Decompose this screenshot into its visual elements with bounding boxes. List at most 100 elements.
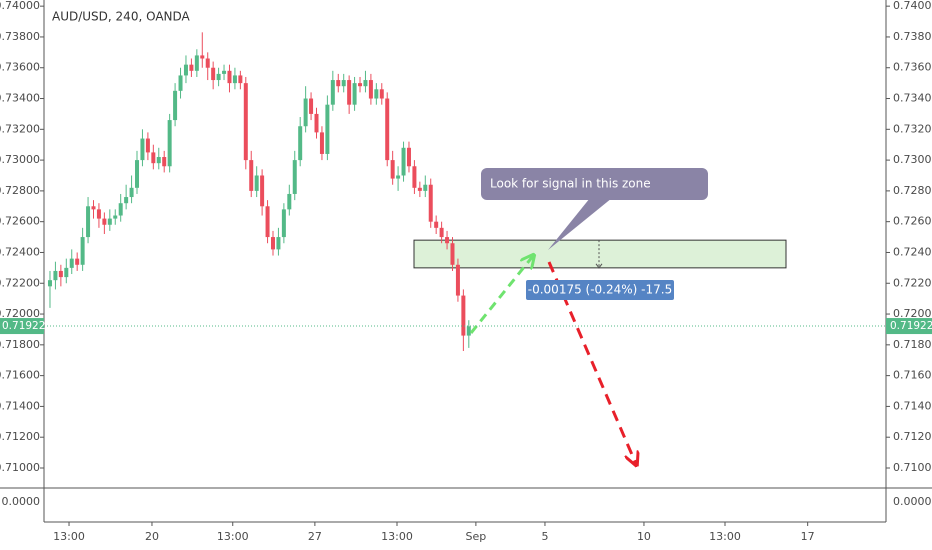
candle-body — [461, 295, 466, 336]
y-tick-label: 0.73200 — [0, 122, 40, 135]
candle-body — [330, 80, 335, 105]
candle-body — [113, 215, 118, 219]
y-tick-label: 0.71000 — [893, 461, 932, 474]
candle-body — [439, 227, 444, 238]
last-price-box — [886, 318, 932, 335]
y-tick-label: 0.71600 — [893, 369, 932, 382]
x-tick-label: 13:00 — [217, 530, 249, 543]
y-tick-label: 0.71200 — [0, 430, 40, 443]
candle-body — [374, 89, 379, 99]
candle-body — [396, 175, 401, 179]
y-tick-label: 0.72000 — [0, 307, 40, 320]
y-tick-label: 0.72200 — [0, 276, 40, 289]
signal-zone — [413, 239, 787, 269]
candle-body — [156, 157, 161, 164]
x-tick-label: 13:00 — [53, 530, 85, 543]
candle-body — [249, 160, 254, 191]
candle-body — [227, 70, 232, 84]
candle-body — [287, 193, 292, 210]
candle-body — [173, 90, 178, 121]
candle-body — [47, 280, 52, 287]
candle-body — [194, 55, 199, 71]
y-tick-label: 0.71800 — [893, 338, 932, 351]
candle-body — [347, 80, 352, 105]
candle-body — [167, 120, 172, 167]
candle-body — [336, 80, 341, 87]
candle-body — [238, 75, 243, 84]
candle-body — [232, 75, 237, 84]
candle-body — [325, 104, 330, 154]
callout-box — [481, 168, 708, 200]
candle-body — [53, 270, 58, 281]
candle-body — [189, 64, 194, 71]
y-tick-label: 0.72800 — [893, 184, 932, 197]
candle-body — [303, 98, 308, 127]
candle-body — [254, 175, 259, 191]
candle-body — [75, 258, 80, 265]
x-tick-label: 5 — [541, 530, 548, 543]
candle-body — [211, 67, 216, 81]
candle-body — [86, 206, 91, 238]
candle-body — [222, 70, 227, 74]
candle-body — [80, 237, 85, 265]
x-tick-label: 13:00 — [709, 530, 741, 543]
candles — [47, 32, 471, 351]
candle-body — [292, 160, 297, 194]
y-tick-label: 0.73400 — [893, 92, 932, 105]
y-tick-label: 0.72400 — [893, 245, 932, 258]
candle-body — [270, 237, 275, 250]
candle-body — [69, 258, 74, 268]
x-tick-label: 10 — [637, 530, 651, 543]
green-arrow — [469, 256, 533, 334]
candle-body — [102, 218, 107, 225]
candle-body — [145, 138, 150, 153]
y-tick-label: 0.73600 — [893, 61, 932, 74]
y-tick-label: 0.72000 — [893, 307, 932, 320]
candle-body — [450, 243, 455, 265]
callout-text: Look for signal in this zone — [490, 177, 651, 191]
y-tick-label: 0.71400 — [893, 399, 932, 412]
y-tick-label: 0.73400 — [0, 92, 40, 105]
candle-body — [319, 132, 324, 154]
y-tick-label: 0.73000 — [893, 153, 932, 166]
candle-body — [434, 221, 439, 228]
callout-pointer — [548, 198, 612, 250]
candle-body — [178, 75, 183, 91]
x-tick-label: 20 — [145, 530, 159, 543]
y-tick-label: 0.72400 — [0, 245, 40, 258]
candle-body — [281, 209, 286, 238]
candle-body — [260, 175, 265, 207]
candle-body — [243, 83, 248, 161]
measure-label: -0.00175 (-0.24%) -17.5 — [528, 283, 672, 297]
y-tick-label: 0.72600 — [893, 215, 932, 228]
candle-body — [401, 147, 406, 176]
last-price-box — [0, 318, 44, 335]
candle-body — [445, 237, 450, 244]
candle-body — [455, 264, 460, 296]
candle-body — [314, 113, 319, 133]
candle-body — [135, 160, 140, 188]
y-tick-label: 0.73000 — [0, 153, 40, 166]
x-tick-label: 27 — [308, 530, 322, 543]
y-tick-label: 0.72800 — [0, 184, 40, 197]
candle-body — [58, 270, 63, 278]
candle-body — [423, 184, 428, 191]
candle-body — [309, 98, 314, 114]
candle-body — [352, 83, 357, 105]
candle-body — [276, 237, 281, 250]
candle-body — [205, 58, 210, 68]
candle-body — [96, 209, 101, 219]
y-tick-label: 0.74000 — [893, 0, 932, 12]
y-tick-label: 0.71000 — [0, 461, 40, 474]
lower-pane-label: 0.0000 — [893, 495, 932, 508]
candle-body — [363, 80, 368, 87]
candle-body — [412, 166, 417, 188]
x-tick-label: Sep — [466, 530, 487, 543]
candle-body — [390, 160, 395, 179]
y-tick-label: 0.74000 — [0, 0, 40, 12]
candle-body — [151, 152, 156, 164]
candle-body — [162, 157, 167, 167]
candle-body — [91, 206, 96, 210]
